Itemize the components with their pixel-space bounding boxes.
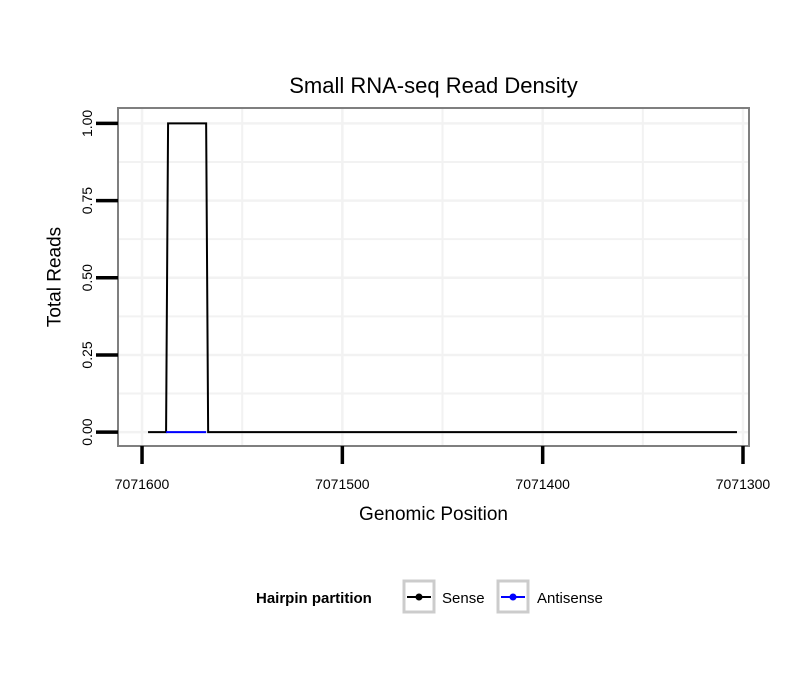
y-axis-title: Total Reads <box>45 227 66 327</box>
chart-title: Small RNA-seq Read Density <box>289 73 578 98</box>
y-tick-label: 0.00 <box>79 418 95 445</box>
x-axis: 7071600 7071500 7071400 7071300 <box>115 446 771 492</box>
x-tick-label: 7071400 <box>515 476 570 492</box>
x-axis-title: Genomic Position <box>359 504 508 525</box>
legend: Hairpin partition Sense Antisense <box>256 579 603 614</box>
legend-key-marker <box>415 593 423 601</box>
series-line-sense <box>148 122 737 434</box>
legend-label-sense: Sense <box>442 590 485 607</box>
x-tick-label: 7071500 <box>315 476 370 492</box>
series-layer <box>148 122 737 434</box>
legend-label-antisense: Antisense <box>537 590 603 607</box>
y-tick-label: 0.75 <box>79 187 95 214</box>
y-tick-label: 0.25 <box>79 341 95 368</box>
x-tick-label: 7071600 <box>115 476 170 492</box>
y-tick-label: 0.50 <box>79 264 95 291</box>
grid <box>118 108 749 446</box>
y-axis: 0.00 0.25 0.50 0.75 1.00 <box>79 110 118 446</box>
y-tick-label: 1.00 <box>79 110 95 137</box>
legend-key-marker <box>509 593 517 601</box>
x-tick-label: 7071300 <box>716 476 771 492</box>
legend-title: Hairpin partition <box>256 590 372 607</box>
